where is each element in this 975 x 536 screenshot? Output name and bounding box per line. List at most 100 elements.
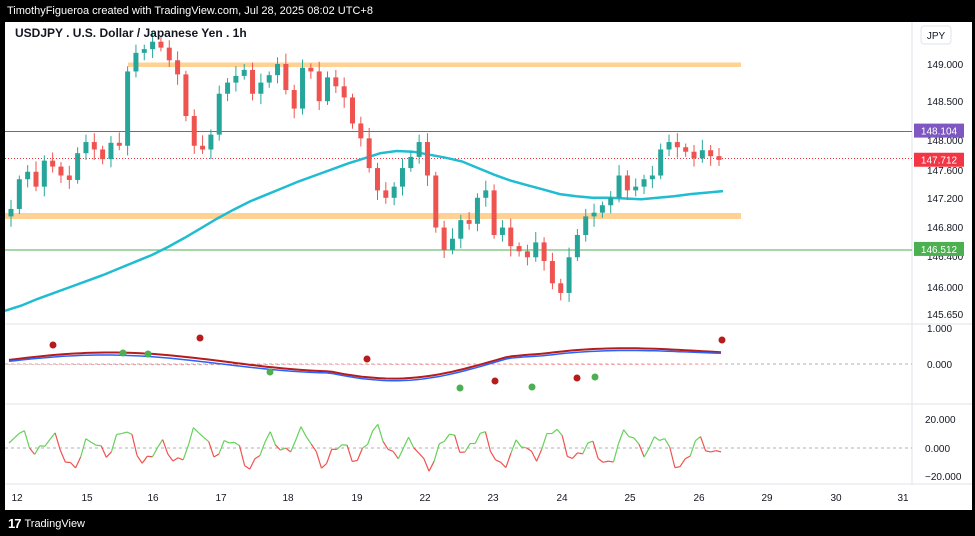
top-credit-bar: TimothyFigueroa created with TradingView… [0, 0, 975, 22]
macd-histogram-bar [312, 364, 316, 365]
macd-cross-marker [144, 350, 152, 358]
candle-body [58, 166, 64, 176]
macd-histogram-bar [677, 364, 681, 365]
macd-histogram-bar [19, 364, 23, 365]
macd-histogram-bar [432, 364, 436, 365]
oscillator-segment [556, 429, 563, 436]
currency-badge[interactable] [920, 25, 952, 45]
macd-histogram-bar [671, 364, 675, 365]
candle-body [658, 149, 664, 176]
oscillator-segment [105, 451, 112, 458]
oscillator-segment [290, 439, 297, 453]
macd-histogram-bar [97, 364, 101, 365]
macd-histogram-bar [145, 364, 149, 366]
candle-body [499, 227, 505, 235]
candle-body [333, 77, 339, 87]
macd-histogram-bar [647, 364, 651, 365]
candle-body [441, 227, 447, 250]
candle-body [158, 41, 164, 48]
oscillator-segment [29, 447, 36, 455]
candle-body [166, 47, 172, 61]
candle-body [483, 190, 489, 198]
price-axis[interactable]: 149.000 148.500 148.000 147.600 147.200 146.8… [925, 60, 964, 483]
oscillator-segment [223, 440, 230, 444]
macd-cross-marker [266, 368, 274, 376]
oscillator-segment [648, 436, 655, 448]
support-zone[interactable] [5, 213, 741, 219]
oscillator-segment [259, 441, 266, 456]
candle-body [175, 60, 181, 75]
candle-body [391, 186, 397, 198]
oscillator-segment [131, 434, 138, 456]
candle-body [599, 205, 605, 213]
time-axis[interactable]: 12 15 16 17 18 19 22 23 24 25 26 29 30 31 [11, 493, 909, 504]
macd-histogram-bar [7, 364, 11, 365]
chart-canvas[interactable]: USDJPY . U.S. Dollar / Japanese Yen . 1h… [4, 22, 972, 510]
oscillator-segment [623, 429, 630, 437]
macd-histogram-bar [372, 364, 376, 365]
oscillator-segment [710, 450, 717, 453]
tradingview-logo[interactable]: 17 TradingView [8, 516, 85, 531]
oscillator-segment [110, 434, 118, 452]
oscillator-segment [121, 431, 127, 435]
macd-histogram-bar [306, 364, 310, 365]
chart-title: USDJPY . U.S. Dollar / Japanese Yen . 1h [15, 26, 247, 40]
candle-body [91, 142, 97, 150]
macd-histogram-bar [91, 364, 95, 365]
macd-histogram-bar [37, 364, 41, 365]
candle-body [208, 134, 214, 150]
candle-body [200, 145, 206, 150]
macd-histogram-bar [504, 364, 508, 365]
oscillator-segment [592, 441, 599, 459]
oscillator-segment [229, 441, 235, 444]
candle-body [699, 150, 705, 159]
candle-body [266, 75, 272, 83]
oscillator-segment [213, 453, 220, 458]
macd-histogram-bar [49, 364, 53, 365]
oscillator-segment [116, 432, 122, 436]
price-label-resistance [914, 123, 964, 138]
macd-histogram-bar [396, 364, 400, 365]
macd-histogram-bar [540, 364, 544, 365]
macd-histogram-bar [288, 364, 292, 365]
resistance-zone[interactable] [128, 62, 741, 68]
macd-histogram-bar [635, 364, 639, 365]
oscillator-segment [464, 443, 471, 453]
candle-body [641, 179, 647, 187]
oscillator-segment [136, 455, 143, 464]
macd-histogram-bar [492, 364, 496, 365]
macd-histogram-bar [444, 364, 448, 365]
macd-histogram-bar [366, 364, 370, 365]
candle-body [691, 151, 697, 159]
price-tick-label: 146.000 [927, 283, 964, 294]
macd-histogram-bar [103, 364, 107, 366]
candle-body [374, 168, 380, 191]
oscillator-segment [8, 437, 15, 444]
time-tick-label: 26 [693, 493, 705, 504]
oscillator-segment [100, 445, 107, 458]
price-label-last [914, 152, 964, 167]
candle-body [250, 69, 256, 94]
osc-tick-label: 0.000 [925, 444, 950, 455]
oscillator-segment [551, 428, 558, 435]
macd-histogram-bar [575, 364, 579, 365]
macd-histogram-bar [25, 364, 29, 365]
oscillator-segment [187, 427, 194, 446]
oscillator-segment [408, 437, 415, 448]
chart-frame[interactable]: USDJPY . U.S. Dollar / Japanese Yen . 1h… [4, 22, 972, 510]
macd-histogram-bar [85, 364, 89, 365]
candle-body [533, 242, 539, 258]
time-tick-label: 18 [282, 493, 294, 504]
candle-body [566, 257, 572, 293]
oscillator-segment [44, 438, 51, 447]
oscillator-segment [172, 457, 179, 462]
macd-histogram-bar [151, 364, 155, 366]
macd-histogram-bar [438, 364, 442, 365]
oscillator-segment [141, 455, 148, 464]
candle-body [191, 116, 197, 146]
time-tick-label: 16 [147, 493, 159, 504]
candle-body [649, 175, 655, 180]
macd-histogram-bar [462, 364, 466, 365]
oscillator-segment [643, 447, 650, 458]
candle-body [225, 82, 231, 94]
